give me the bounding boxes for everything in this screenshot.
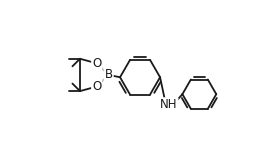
Text: O: O bbox=[92, 80, 101, 93]
Text: B: B bbox=[104, 68, 113, 81]
Text: NH: NH bbox=[160, 98, 177, 111]
Text: O: O bbox=[92, 57, 101, 70]
